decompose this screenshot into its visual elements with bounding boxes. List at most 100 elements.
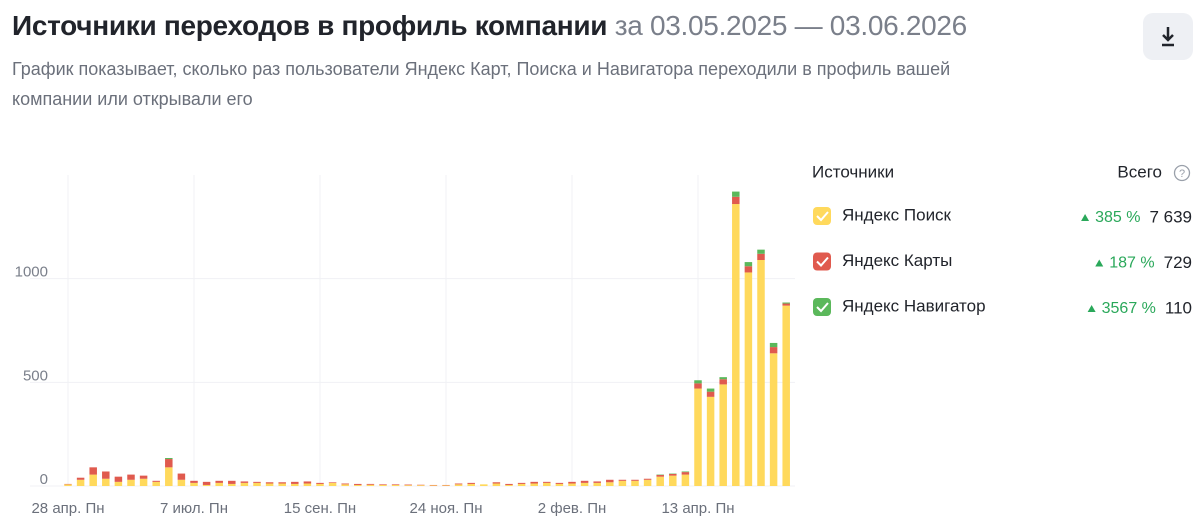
bar-segment <box>265 483 274 486</box>
bar-segment <box>215 480 223 483</box>
title-line: Источники переходов в профиль компании з… <box>12 10 1122 42</box>
bar-segment <box>719 384 727 486</box>
x-tick-label: 24 ноя. Пн <box>409 500 482 517</box>
bar-segment <box>366 483 375 485</box>
legend-total-header: Всего <box>1117 162 1162 181</box>
trend-up-icon <box>1095 259 1104 267</box>
chart-subtitle: График показывает, сколько раз пользоват… <box>12 59 951 109</box>
bar-segment <box>303 481 312 484</box>
bar-segment <box>757 260 765 486</box>
bar-segment <box>114 476 123 482</box>
bar-segment <box>694 380 702 384</box>
legend-title: Источники <box>812 162 894 181</box>
bar-segment <box>694 388 702 486</box>
trend-up-icon <box>1081 214 1090 221</box>
y-tick-label: 500 <box>23 367 48 384</box>
download-button[interactable] <box>1143 13 1193 60</box>
bar-segment <box>732 204 740 486</box>
bar-segment <box>202 481 211 485</box>
bar-segment <box>354 484 362 486</box>
legend-change: 187 % <box>1109 255 1154 272</box>
bar-segment <box>543 481 551 483</box>
bar-segment <box>89 467 97 475</box>
bar-segment <box>467 483 475 486</box>
bar-segment <box>782 303 790 306</box>
legend-checkbox <box>813 207 831 225</box>
bar-segment <box>152 481 160 486</box>
bar-segment <box>744 262 753 267</box>
bar-segment <box>89 474 97 486</box>
header: Источники переходов в профиль компании з… <box>12 10 1122 114</box>
bar-segment <box>732 196 740 205</box>
bar-segment <box>643 478 652 480</box>
legend-item[interactable]: Яндекс Поиск 7 639 385 % <box>813 205 1192 226</box>
bar-segment <box>240 481 249 483</box>
legend-checkbox <box>813 252 831 271</box>
x-tick-label: 13 апр. Пн <box>661 500 734 517</box>
bar-segment <box>568 481 576 484</box>
bar-segment <box>354 483 362 485</box>
bar-segment <box>165 467 173 486</box>
bar-segment <box>454 484 463 486</box>
bar-segment <box>215 482 223 486</box>
bar-segment <box>64 484 72 486</box>
bar-segment <box>530 481 538 484</box>
bar-segment <box>631 479 639 481</box>
bar-segment <box>404 484 412 486</box>
bar-segment <box>454 483 463 485</box>
bar-segment <box>732 191 740 197</box>
legend-check <box>816 256 829 267</box>
bar-segment <box>253 481 261 483</box>
bar-segment <box>379 484 387 485</box>
bar-segment <box>341 484 349 486</box>
bar-segment <box>757 253 765 261</box>
legend-check <box>816 211 829 222</box>
bar-segment <box>265 482 274 484</box>
bar-segment <box>706 396 715 486</box>
bar-segment <box>177 479 186 486</box>
bar-segment <box>76 479 85 486</box>
bar-segment <box>706 391 715 397</box>
bar-segment <box>631 480 639 486</box>
bar-segment <box>492 482 501 484</box>
help-icon[interactable]: ? <box>1173 164 1191 182</box>
legend-label: Яндекс Карты <box>842 251 952 270</box>
bar-segment <box>165 458 173 460</box>
legend-total: 729 <box>1164 253 1192 272</box>
bar-segment <box>543 482 551 486</box>
bar-segment <box>328 482 337 486</box>
bar-segment <box>744 272 753 486</box>
bar-segment <box>278 483 286 486</box>
bar-segment <box>391 484 400 485</box>
y-tick-label: 0 <box>40 471 48 488</box>
bar-segment <box>769 342 778 348</box>
bar-segment <box>694 383 702 389</box>
bar-segment <box>467 482 475 484</box>
bar-segment <box>757 249 765 254</box>
bar-segment <box>240 482 249 486</box>
bar-segment <box>706 388 715 392</box>
legend-check <box>816 302 829 313</box>
legend-total: 110 <box>1165 298 1192 317</box>
bar-segment <box>76 477 85 480</box>
bar-segment <box>643 479 652 486</box>
x-tick-label: 15 сен. Пн <box>284 500 356 517</box>
bar-segment <box>366 484 375 486</box>
legend-item[interactable]: Яндекс Навигатор 110 3567 % <box>813 296 1192 317</box>
period: за 03.05.2025 — 03.06.2026 <box>614 10 968 41</box>
bar-segment <box>127 479 135 486</box>
trend-up-icon <box>1087 305 1096 312</box>
bar-segment <box>555 482 564 484</box>
bar-segment <box>165 459 173 468</box>
bar-segment <box>782 302 790 304</box>
bar-segment <box>681 471 690 473</box>
legend-label: Яндекс Поиск <box>842 205 952 224</box>
bar-segment <box>190 480 198 483</box>
bar-segment <box>606 479 614 483</box>
bar-segment <box>593 481 601 483</box>
bar-segment <box>379 484 387 486</box>
bar-segment <box>555 483 564 486</box>
bar-segment <box>429 485 438 486</box>
legend-item[interactable]: Яндекс Карты 729 187 % <box>813 251 1192 272</box>
